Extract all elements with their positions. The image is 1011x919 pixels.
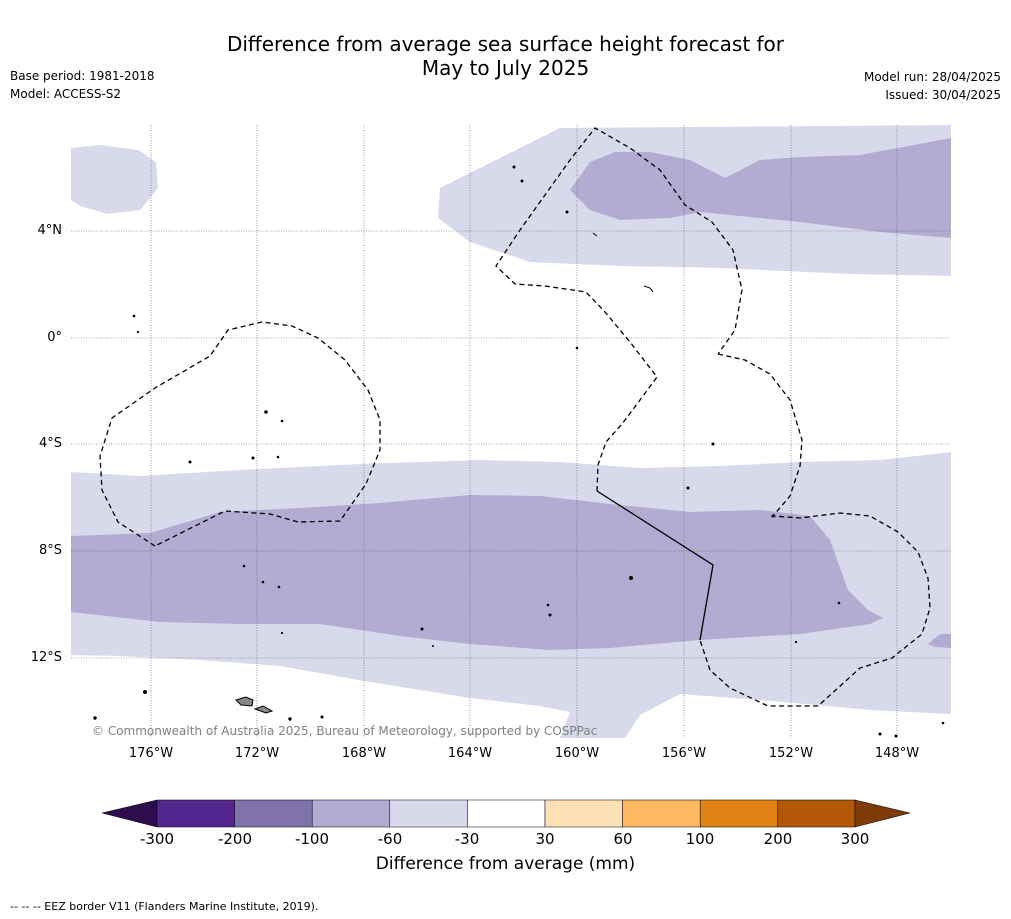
colorbar-title: Difference from average (mm) <box>375 854 636 874</box>
colorbar-tick-label: 60 <box>613 830 633 848</box>
lon-label: 156°W <box>661 746 707 761</box>
lon-label: 176°W <box>128 746 174 761</box>
colorbar-segment <box>777 799 856 828</box>
map-title-line1: Difference from average sea surface heig… <box>226 32 785 56</box>
lon-label: 172°W <box>234 746 280 761</box>
colorbar-segment <box>156 799 235 828</box>
colorbar-tick-label: -30 <box>454 830 480 848</box>
meta-right: Model run: 28/04/2025 Issued: 30/04/2025 <box>864 68 1001 104</box>
lat-label: 4°N <box>37 223 63 238</box>
map-title-line2: May to July 2025 <box>421 56 590 80</box>
colorbar-arrow-high <box>854 799 911 828</box>
colorbar-tick-label: 300 <box>840 830 870 848</box>
colorbar-tick-label: 30 <box>535 830 555 848</box>
colorbar-tick-label: 100 <box>685 830 715 848</box>
colorbar-tick-label: -200 <box>217 830 253 848</box>
model-run-date: Model run: 28/04/2025 <box>863 70 1001 84</box>
colorbar <box>101 799 911 828</box>
colorbar-segment <box>699 799 779 828</box>
lat-label: 4°S <box>38 436 62 451</box>
colorbar-tick-label: 200 <box>763 830 793 848</box>
maritime-boundary <box>596 490 714 641</box>
colorbar-segment <box>467 799 546 828</box>
eez-border-tokelau <box>99 321 381 547</box>
eez-borders <box>99 127 931 707</box>
lat-label: 0° <box>47 330 62 345</box>
base-period: Base period: 1981-2018 <box>10 69 155 83</box>
lon-label: 164°W <box>447 746 493 761</box>
colorbar-segment <box>389 799 468 828</box>
anomaly-region-north-medium <box>570 138 951 238</box>
eez-legend: -- -- -- EEZ border V11 (Flanders Marine… <box>10 900 319 913</box>
lon-label: 160°W <box>554 746 600 761</box>
sea-height-anomaly-field <box>71 125 951 738</box>
colorbar-arrow-low <box>101 799 158 828</box>
lat-label: 12°S <box>30 650 62 665</box>
colorbar-segment <box>622 799 701 828</box>
eez-border-south <box>699 353 931 707</box>
samoa-island-upolu <box>235 696 254 707</box>
colorbar-tick-label: -60 <box>377 830 403 848</box>
colorbar-segment <box>311 799 391 828</box>
anomaly-region-southeast-medium <box>928 634 951 648</box>
islands <box>93 165 945 738</box>
samoa-island-savaii <box>253 705 274 714</box>
copyright-notice: © Commonwealth of Australia 2025, Bureau… <box>92 724 598 738</box>
colorbar-segment <box>544 799 623 828</box>
lon-label: 168°W <box>341 746 387 761</box>
issued-date: Issued: 30/04/2025 <box>885 88 1001 102</box>
lat-label: 8°S <box>38 543 62 558</box>
map-gridlines <box>71 125 951 738</box>
colorbar-tick-label: -100 <box>294 830 330 848</box>
anomaly-region-south-medium <box>71 495 883 650</box>
lon-label: 148°W <box>874 746 920 761</box>
colorbar-segment <box>234 799 313 828</box>
meta-left: Base period: 1981-2018 Model: ACCESS-S2 <box>10 67 155 103</box>
anomaly-region-north-light <box>71 145 158 214</box>
lon-label: 152°W <box>768 746 814 761</box>
model-name: Model: ACCESS-S2 <box>10 87 122 101</box>
map-title: Difference from average sea surface heig… <box>0 32 1011 80</box>
colorbar-tick-label: -300 <box>139 830 175 848</box>
